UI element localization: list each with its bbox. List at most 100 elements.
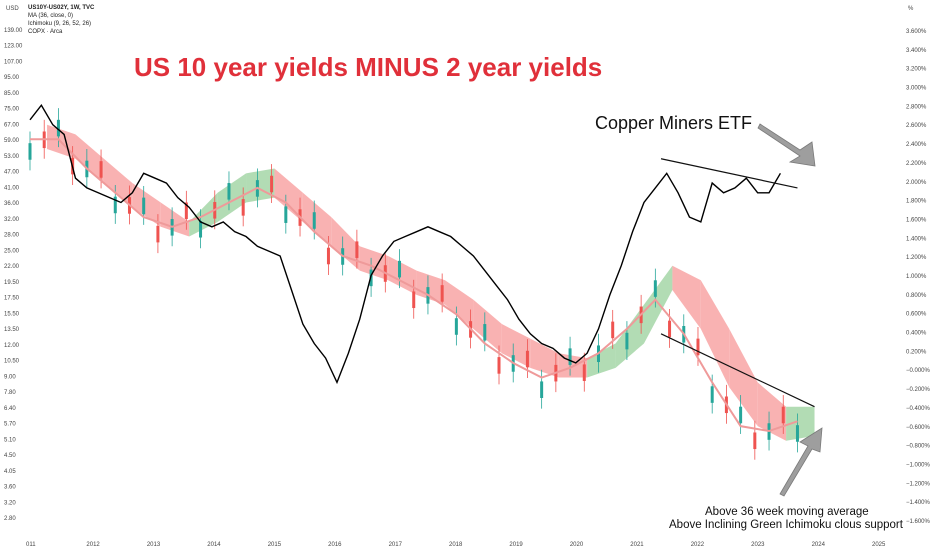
trendline-yield-spread-resistance [660,333,815,408]
time-axis-tick-label: 2024 [812,542,826,548]
left-axis-tick-label: 17.50 [4,296,20,302]
right-axis-tick-label: 0.400% [906,331,927,337]
left-price-axis[interactable]: 139.00 123.00 107.00 95.00 85.00 75.00 67.00 59… [4,28,23,522]
right-axis-tick-label: 1.400% [906,236,927,242]
left-axis-tick-label: 123.00 [4,44,23,50]
copx-candle [781,406,785,424]
right-axis-tick-label: 1.000% [906,274,927,280]
right-axis-tick-label: −1.000% [906,462,931,468]
left-axis-tick-label: 32.00 [4,217,20,223]
right-axis-tick-label: 3.400% [906,48,927,54]
ichimoku-cloud-segment [274,168,303,222]
copx-candle [312,212,316,229]
ichimoku-cloud-segment [445,280,474,329]
copx-candle [142,197,146,215]
right-axis-tick-label: −1.600% [906,519,931,525]
time-axis-tick-label: 2017 [389,542,403,548]
left-axis-tick-label: 3.60 [4,485,16,491]
left-axis-tick-label: 75.00 [4,107,20,113]
ichimoku-cloud-segment [587,343,616,378]
time-axis-tick-label: 2013 [147,542,161,548]
ichimoku-cloud-segment [501,324,531,368]
ichimoku-cloud-segment [132,183,161,227]
left-axis-tick-label: 107.00 [4,59,23,65]
copx-candle [582,364,586,381]
legend-ma[interactable]: MA (36, close, 0) [28,13,74,19]
copx-candle [398,260,402,278]
copx-candle [653,280,657,297]
time-axis-tick-label: 2020 [570,542,584,548]
right-axis-tick-label: −0.800% [906,444,931,450]
ichimoku-cloud-segment [729,328,758,427]
right-axis-tick-label: 2.400% [906,142,927,148]
copx-candle [28,143,32,160]
right-axis-tick-label: −1.200% [906,481,931,487]
yield-spread-line [29,104,782,385]
right-axis-tick-label: 0.600% [906,312,927,318]
right-percent-axis[interactable]: 3.600% 3.400% 3.200% 3.000% 2.800% 2.600% 2.40… [906,29,931,525]
ichimoku-cloud-segment [700,280,730,388]
legend-symbol[interactable]: US10Y-US02Y, 1W, TVC [28,5,95,11]
left-axis-tick-label: 19.50 [4,280,20,286]
left-axis-tick-label: 67.00 [4,122,20,128]
left-axis-tick-label: 12.00 [4,343,20,349]
copx-candle [412,291,416,309]
copx-candle [795,425,799,442]
left-axis-tick-label: 139.00 [4,28,23,34]
left-axis-tick-label: 36.00 [4,201,20,207]
left-axis-tick-label: 7.80 [4,390,16,396]
copx-candle [739,406,743,424]
ichimoku-annotation: Above Inclining Green Ichimoku clous sup… [669,519,904,531]
ichimoku-cloud-segment [672,265,701,329]
right-axis-tick-label: −0.000% [906,368,931,374]
copx-candle [199,220,203,238]
time-axis[interactable]: 011 2012 2013 2014 2015 2016 2017 2018 2019 2020 2… [26,542,886,548]
copx-candle [625,332,629,350]
right-axis-tick-label: −0.200% [906,387,931,393]
right-axis-tick-label: 1.800% [906,199,927,205]
chart-title: US 10 year yields MINUS 2 year yields [134,52,602,82]
copx-candle [227,183,231,200]
ichimoku-cloud-segment [530,338,559,378]
left-axis-tick-label: 47.00 [4,170,20,176]
left-axis-tick-label: 9.00 [4,374,16,380]
left-axis-tick-label: 95.00 [4,75,20,81]
left-axis-tick-label: 10.50 [4,359,20,365]
left-axis-tick-label: 28.00 [4,233,20,239]
copx-candle [113,196,117,214]
copx-candle [355,241,359,258]
ichimoku-cloud-segment [331,217,360,271]
copx-candle [326,247,330,265]
ichimoku-cloud-segment [103,158,133,208]
trendline-layer [660,158,815,408]
right-axis-tick-label: 2.600% [906,123,927,129]
left-axis-tick-label: 3.20 [4,500,16,506]
legend-copx[interactable]: COPX · Arca [28,29,63,35]
left-axis-tick-label: 4.50 [4,453,16,459]
left-unit-label: USD [6,6,19,12]
copx-candle [483,324,487,341]
left-axis-tick-label: 2.80 [4,516,16,522]
ma-annotation: Above 36 week moving average [705,506,869,518]
right-axis-tick-label: −1.400% [906,500,931,506]
copx-candle [611,321,615,339]
left-axis-tick-label: 41.00 [4,185,20,191]
copx-candle [497,357,501,374]
right-unit-label: % [908,6,914,12]
time-axis-tick-label: 2022 [691,542,705,548]
time-axis-tick-label: 2014 [207,542,221,548]
time-axis-tick-label: 2025 [872,542,886,548]
copx-candle [56,119,60,137]
legend-ichimoku[interactable]: Ichimoku (9, 26, 52, 26) [28,21,92,27]
ichimoku-cloud-segment [757,382,787,441]
copx-candle [440,285,444,302]
copx-candle [241,199,245,216]
time-axis-tick-label: 2021 [630,542,644,548]
left-axis-tick-label: 22.00 [4,264,20,270]
right-axis-tick-label: −0.400% [906,406,931,412]
right-axis-tick-label: 2.800% [906,104,927,110]
copx-candle [710,386,714,403]
left-axis-tick-label: 25.00 [4,248,20,254]
